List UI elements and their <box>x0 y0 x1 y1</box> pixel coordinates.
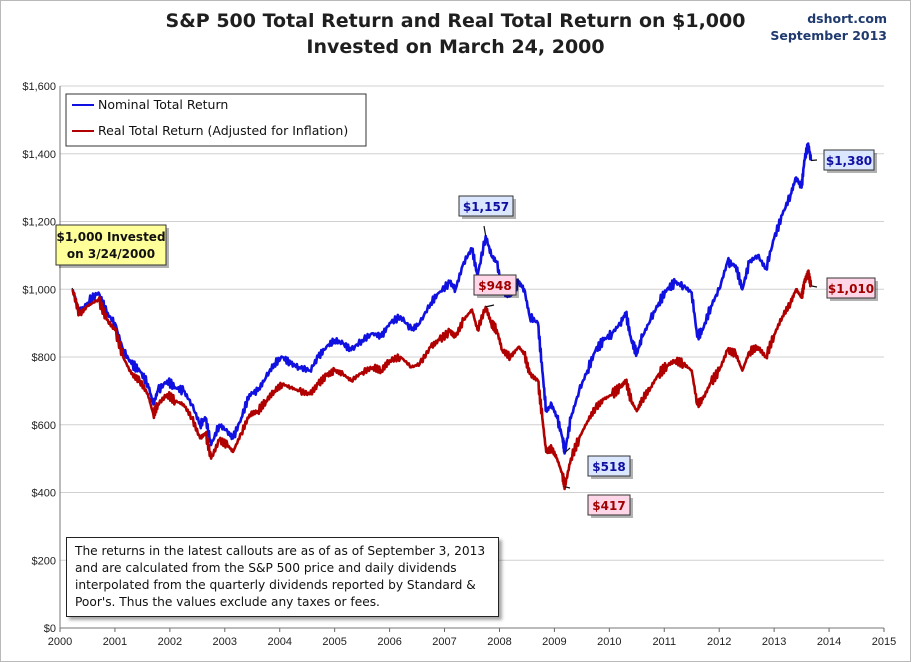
x-tick-label: 2001 <box>103 636 127 648</box>
real-total-return-line <box>71 269 813 491</box>
footnote-box: The returns in the latest callouts are a… <box>66 537 499 617</box>
x-tick-label: 2015 <box>872 636 896 648</box>
x-tick-label: 2003 <box>213 636 237 648</box>
callout-pointer <box>71 287 74 290</box>
y-tick-label: $400 <box>32 488 56 500</box>
callout-pointer <box>564 447 571 453</box>
x-tick-label: 2010 <box>597 636 621 648</box>
x-tick-label: 2012 <box>707 636 731 648</box>
y-tick-label: $1,000 <box>22 284 56 296</box>
callout-box <box>826 277 876 299</box>
callout-pointer <box>485 304 495 308</box>
y-tick-label: $200 <box>32 555 56 567</box>
x-tick-label: 2014 <box>817 636 841 648</box>
x-tick-label: 2005 <box>322 636 346 648</box>
callout-label: $1,000 Invested <box>56 230 165 244</box>
y-tick-label: $600 <box>32 420 56 432</box>
callout-box <box>55 224 167 266</box>
callout-box <box>458 195 514 217</box>
callout-label: $1,157 <box>463 200 509 214</box>
series-lines <box>71 142 813 491</box>
callout-label: $518 <box>592 460 625 474</box>
y-tick-label: $0 <box>44 623 56 635</box>
source-name: dshort.com <box>807 11 887 26</box>
chart-title-line2: Invested on March 24, 2000 <box>306 36 605 58</box>
callout-box <box>587 494 631 516</box>
callout-label: $1,380 <box>826 154 872 168</box>
source-date: September 2013 <box>770 28 887 43</box>
x-tick-label: 2011 <box>652 636 676 648</box>
nominal-total-return-line <box>71 142 813 455</box>
x-tick-label: 2000 <box>48 636 72 648</box>
axes: $0 $200 $400 $600 $800 $1,000 $1,200 $1,400 $1,6… <box>22 81 896 648</box>
callout-label: $948 <box>478 279 511 293</box>
chart-title-line1: S&P 500 Total Return and Real Total Retu… <box>165 10 746 32</box>
x-tick-label: 2008 <box>487 636 511 648</box>
callout-pointer <box>564 486 571 489</box>
callout-label: on 3/24/2000 <box>67 247 155 261</box>
legend-label: Nominal Total Return <box>98 97 228 112</box>
callout-box <box>473 274 517 296</box>
callouts: $1,000 Invested on 3/24/2000 $1,157 $948 $51… <box>55 149 878 518</box>
y-tick-label: $1,200 <box>22 217 56 229</box>
callout-box <box>823 149 875 171</box>
callout-label: $1,010 <box>828 282 874 296</box>
x-tick-label: 2004 <box>267 636 291 648</box>
legend-label: Real Total Return (Adjusted for Inflatio… <box>98 123 348 138</box>
legend: Nominal Total Return Real Total Return (A… <box>65 93 367 147</box>
x-tick-label: 2013 <box>762 636 786 648</box>
x-tick-label: 2009 <box>542 636 566 648</box>
y-tick-label: $800 <box>32 352 56 364</box>
callout-pointer <box>810 159 818 162</box>
y-tick-label: $1,600 <box>22 81 56 93</box>
callout-label: $417 <box>592 499 625 513</box>
callout-box <box>587 455 631 477</box>
x-tick-label: 2007 <box>432 636 456 648</box>
x-tick-label: 2002 <box>158 636 182 648</box>
x-tick-label: 2006 <box>377 636 401 648</box>
y-tick-label: $1,400 <box>22 149 56 161</box>
callout-pointer <box>810 285 818 288</box>
callout-pointer <box>483 225 487 237</box>
source-credit: dshort.com September 2013 <box>770 10 887 44</box>
legend-box <box>65 93 367 147</box>
